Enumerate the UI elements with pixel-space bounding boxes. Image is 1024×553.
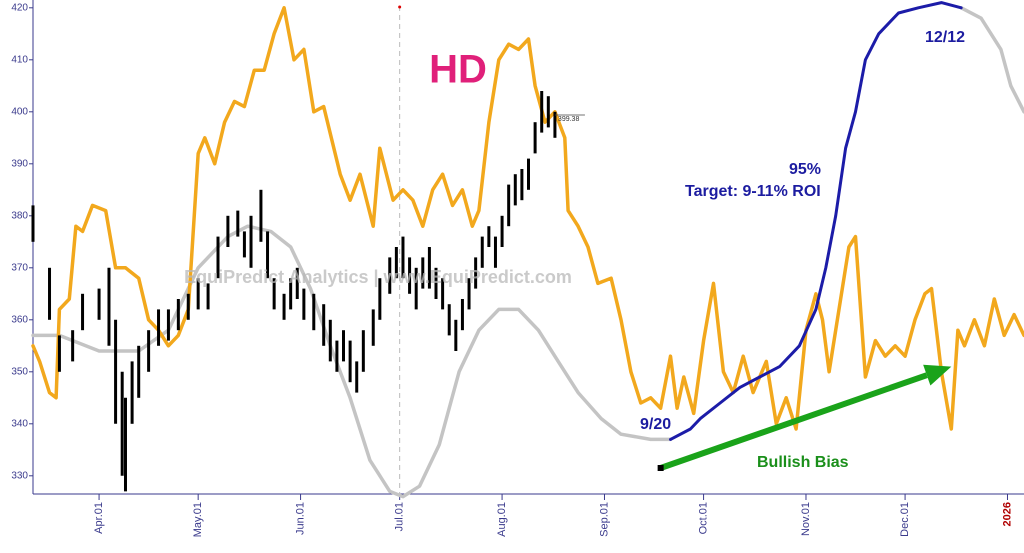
y-tick-label: 360 — [11, 314, 28, 325]
trend-arrow-tail — [657, 465, 664, 471]
annotation: Bullish Bias — [757, 454, 849, 471]
x-tick-label: Oct.01 — [697, 502, 709, 534]
y-tick-label: 420 — [11, 2, 28, 13]
y-tick-label: 390 — [11, 158, 28, 169]
x-tick-label: Jul.01 — [394, 502, 406, 531]
y-tick-label: 410 — [11, 54, 28, 65]
series-line — [31, 6, 1024, 431]
y-tick-label: 350 — [11, 366, 28, 377]
x-tick-label: 2026 — [1001, 502, 1013, 526]
y-tick-label: 370 — [11, 262, 28, 273]
x-tick-label: Dec.01 — [899, 502, 911, 537]
annotation: Target: 9-11% ROI — [685, 183, 821, 200]
annotation: 9/20 — [640, 416, 671, 433]
trend-arrow — [659, 372, 928, 471]
last-price-label: 399.38 — [558, 116, 580, 123]
y-tick-label: 380 — [11, 210, 28, 221]
series-line — [31, 6, 1024, 499]
trend-arrow-head — [923, 364, 952, 386]
watermark: EquiPredict Analytics | www.EquiPredict.… — [184, 267, 572, 287]
annotation: 12/12 — [925, 29, 965, 46]
series-line — [669, 1, 963, 441]
chart-title: HD — [429, 48, 487, 92]
y-tick-label: 330 — [11, 470, 28, 481]
x-tick-label: Jun.01 — [294, 502, 306, 535]
x-tick-label: May.01 — [192, 502, 204, 537]
x-tick-label: Nov.01 — [800, 502, 812, 536]
annotation: 95% — [789, 161, 821, 178]
date-marker-dot — [398, 5, 402, 9]
y-tick-label: 400 — [11, 106, 28, 117]
x-tick-label: Aug.01 — [496, 502, 508, 537]
x-tick-label: Apr.01 — [93, 502, 105, 534]
x-tick-label: Sep.01 — [598, 502, 610, 537]
y-tick-label: 340 — [11, 418, 28, 429]
